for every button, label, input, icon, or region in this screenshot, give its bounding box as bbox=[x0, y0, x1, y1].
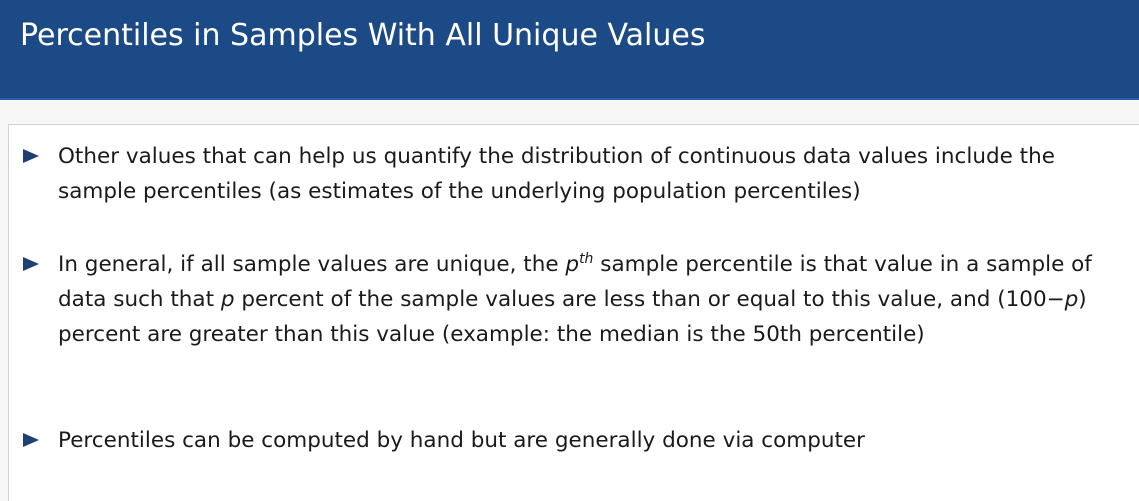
title-bar: Percentiles in Samples With All Unique V… bbox=[0, 0, 1139, 100]
superscript-th: th bbox=[579, 250, 594, 267]
variable-p: p bbox=[1064, 287, 1079, 312]
bullet-item: Percentiles can be computed by hand but … bbox=[23, 423, 1133, 458]
triangle-right-icon bbox=[23, 149, 39, 163]
bullet-text-segment: In general, if all sample values are uni… bbox=[58, 252, 566, 277]
bullet-item: Other values that can help us quantify t… bbox=[23, 139, 1133, 209]
bullet-text-segment: percent of the sample values are less th… bbox=[234, 287, 1065, 312]
variable-p: p bbox=[220, 287, 235, 312]
slide-title: Percentiles in Samples With All Unique V… bbox=[20, 18, 706, 53]
bullet-text-segment: sample percentile is that value in a sam… bbox=[58, 252, 1092, 312]
triangle-right-icon bbox=[23, 257, 39, 271]
content-box: Other values that can help us quantify t… bbox=[8, 124, 1139, 501]
bullet-text: Other values that can help us quantify t… bbox=[58, 144, 1055, 204]
bullet-item: In general, if all sample values are uni… bbox=[23, 247, 1133, 352]
variable-p: p bbox=[565, 252, 580, 277]
bullet-text-segment: ) percent are greater than this value (e… bbox=[58, 287, 1087, 347]
bullet-text: Percentiles can be computed by hand but … bbox=[58, 428, 865, 453]
bullet-text: In general, if all sample values are uni… bbox=[58, 247, 1133, 352]
triangle-right-icon bbox=[23, 433, 39, 447]
